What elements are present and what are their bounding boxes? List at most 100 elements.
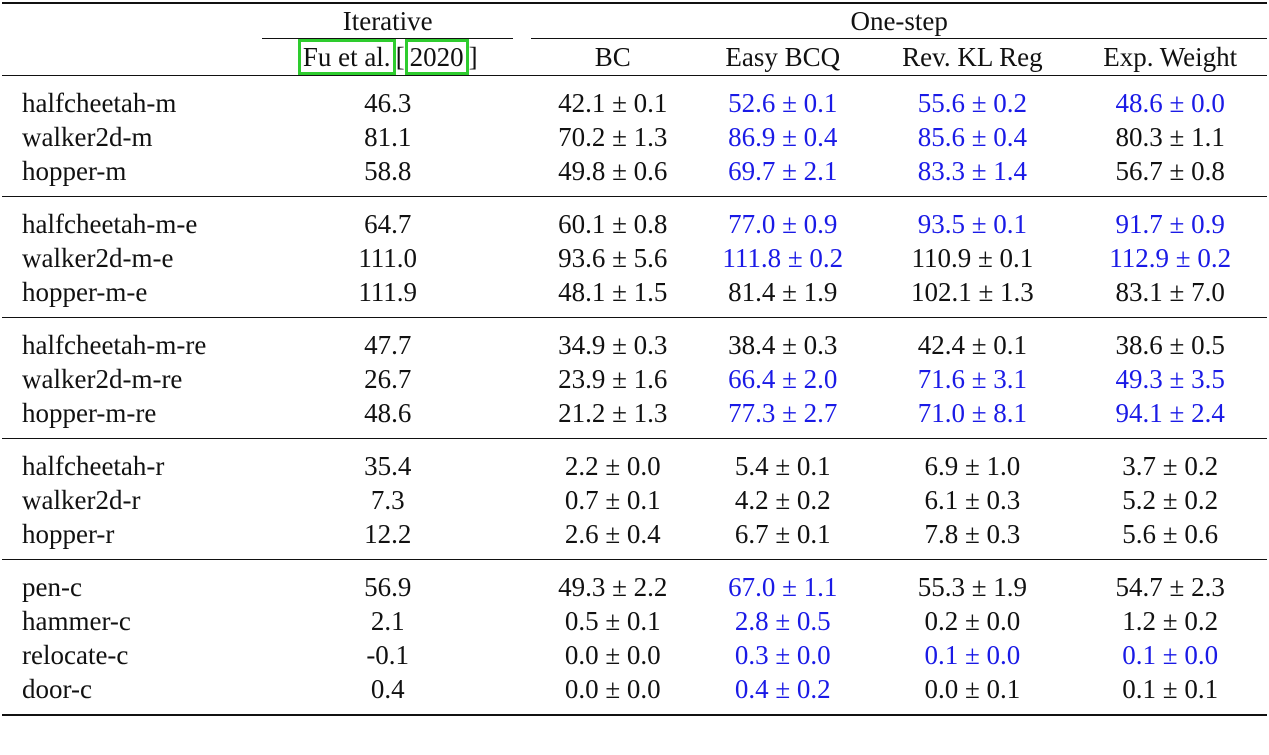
table-row: hopper-m-re 48.6 21.2 ± 1.3 77.3 ± 2.7 71.0 … [2,396,1267,439]
env-name-cell: halfcheetah-r [2,438,262,483]
score-cell: 81.1 [364,122,412,152]
score-cell: 0.4 ± 0.2 [734,674,831,704]
score-cell: 49.3 ± 3.5 [1115,364,1225,394]
onestep-group-label: One-step [531,3,1267,39]
score-cell: 12.2 [364,519,412,549]
table-row: hammer-c 2.1 0.5 ± 0.1 2.8 ± 0.5 0.2 ± 0.0 1.… [2,604,1267,638]
column-gap [513,317,532,362]
score-cell: 70.2 ± 1.3 [558,122,668,152]
column-gap [513,362,531,396]
score-cell: 42.1 ± 0.1 [531,75,695,120]
env-name-cell: hopper-m-re [22,398,157,428]
table-row: walker2d-m 81.1 70.2 ± 1.3 86.9 ± 0.4 85.6 ±… [2,120,1267,154]
table-row: hopper-r 12.2 2.6 ± 0.4 6.7 ± 0.1 7.8 ± 0.3 5… [2,517,1267,560]
table-row: door-c 0.4 0.0 ± 0.0 0.4 ± 0.2 0.0 ± 0.1 0.1 … [2,672,1267,715]
citation-bracket-close: ] [468,42,478,72]
table-header: Iterative One-step Fu et al.[2020] BC Ea… [2,3,1267,76]
citation-year-link[interactable]: 2020 [404,39,469,75]
score-cell: 5.2 ± 0.2 [1122,485,1219,515]
citation-author-link[interactable]: Fu et al. [297,39,396,75]
score-cell: 7.3 [370,485,405,515]
env-name-cell: hammer-c [22,606,131,636]
env-name-cell: hopper-r [22,519,115,549]
table-row: pen-c 56.9 49.3 ± 2.2 67.0 ± 1.1 55.3 ± 1.9 5… [2,559,1267,604]
score-cell: 81.4 ± 1.9 [728,277,838,307]
score-cell: 77.3 ± 2.7 [728,398,838,428]
score-cell: 67.0 ± 1.1 [694,559,872,604]
score-cell: 110.9 ± 0.1 [911,243,1034,273]
table-row: walker2d-m-e 111.0 93.6 ± 5.6 111.8 ± 0.2 11… [2,241,1267,275]
score-cell: 66.4 ± 2.0 [728,364,838,394]
score-cell: 56.9 [262,559,514,604]
score-cell: 6.7 ± 0.1 [734,519,831,549]
score-cell: 77.0 ± 0.9 [694,196,872,241]
group-header-row: Iterative One-step [2,3,1267,39]
score-cell: 112.9 ± 0.2 [1109,243,1232,273]
score-cell: 1.2 ± 0.2 [1122,606,1219,636]
table-row: halfcheetah-m-re 47.7 34.9 ± 0.3 38.4 ± 0.3… [2,317,1267,362]
score-cell: 5.6 ± 0.6 [1122,519,1219,549]
env-name-cell: halfcheetah-m-e [2,196,262,241]
score-cell: 64.7 [262,196,514,241]
table-row: hopper-m 58.8 49.8 ± 0.6 69.7 ± 2.1 83.3 ± 1… [2,154,1267,197]
score-cell: 0.1 ± 0.1 [1122,674,1219,704]
column-gap [513,559,532,604]
score-cell: 55.3 ± 1.9 [871,559,1074,604]
score-cell: 0.1 ± 0.0 [1122,640,1219,670]
score-cell: 34.9 ± 0.3 [531,317,695,362]
table-row: halfcheetah-m 46.3 42.1 ± 0.1 52.6 ± 0.1 55.… [2,75,1267,120]
table-row: walker2d-m-re 26.7 23.9 ± 1.6 66.4 ± 2.0 71.… [2,362,1267,396]
score-cell: 80.3 ± 1.1 [1115,122,1225,152]
column-gap [513,517,531,560]
score-cell: 38.6 ± 0.5 [1073,317,1267,362]
table-body: halfcheetah-m 46.3 42.1 ± 0.1 52.6 ± 0.1 55.… [2,75,1267,715]
score-cell: 26.7 [364,364,412,394]
score-cell: 48.6 ± 0.0 [1073,75,1267,120]
score-cell: 6.1 ± 0.3 [924,485,1021,515]
table-row: halfcheetah-r 35.4 2.2 ± 0.0 5.4 ± 0.1 6.9 ±… [2,438,1267,483]
env-name-cell: hopper-m [22,156,127,186]
score-cell: 47.7 [262,317,514,362]
score-cell: 111.0 [358,243,418,273]
column-gap [513,241,531,275]
score-cell: 5.4 ± 0.1 [694,438,872,483]
score-cell: 52.6 ± 0.1 [694,75,872,120]
score-cell: 3.7 ± 0.2 [1073,438,1267,483]
score-cell: 7.8 ± 0.3 [924,519,1021,549]
score-cell: 71.6 ± 3.1 [917,364,1028,394]
score-cell: 93.5 ± 0.1 [871,196,1074,241]
score-cell: 0.3 ± 0.0 [734,640,831,670]
score-cell: 2.1 [370,606,405,636]
score-cell: 60.1 ± 0.8 [531,196,695,241]
score-cell: 48.6 [364,398,412,428]
table-row: walker2d-r 7.3 0.7 ± 0.1 4.2 ± 0.2 6.1 ± 0.3… [2,483,1267,517]
column-header-bc: BC [594,42,631,72]
env-name-cell: relocate-c [22,640,129,670]
score-cell: 2.6 ± 0.4 [564,519,661,549]
column-gap [513,672,531,715]
env-name-cell: halfcheetah-m [2,75,262,120]
score-cell: 111.8 ± 0.2 [722,243,844,273]
column-header-easy-bcq: Easy BCQ [725,42,841,72]
score-cell: -0.1 [366,640,410,670]
score-cell: 48.1 ± 1.5 [558,277,668,307]
score-cell: 49.8 ± 0.6 [558,156,668,186]
score-cell: 0.2 ± 0.0 [924,606,1021,636]
column-gap [513,396,531,439]
score-cell: 35.4 [262,438,514,483]
score-cell: 0.4 [370,674,405,704]
score-cell: 71.0 ± 8.1 [917,398,1028,428]
score-cell: 111.9 [358,277,418,307]
env-name-cell: walker2d-m-re [22,364,183,394]
citation-bracket-open: [ [395,42,405,72]
column-header-rev-kl-reg: Rev. KL Reg [902,42,1043,72]
score-cell: 58.8 [364,156,412,186]
score-cell: 54.7 ± 2.3 [1073,559,1267,604]
score-cell: 2.8 ± 0.5 [734,606,831,636]
score-cell: 83.1 ± 7.0 [1115,277,1225,307]
score-cell: 94.1 ± 2.4 [1115,398,1225,428]
score-cell: 55.6 ± 0.2 [871,75,1074,120]
score-cell: 23.9 ± 1.6 [558,364,668,394]
group-gap [513,3,531,39]
